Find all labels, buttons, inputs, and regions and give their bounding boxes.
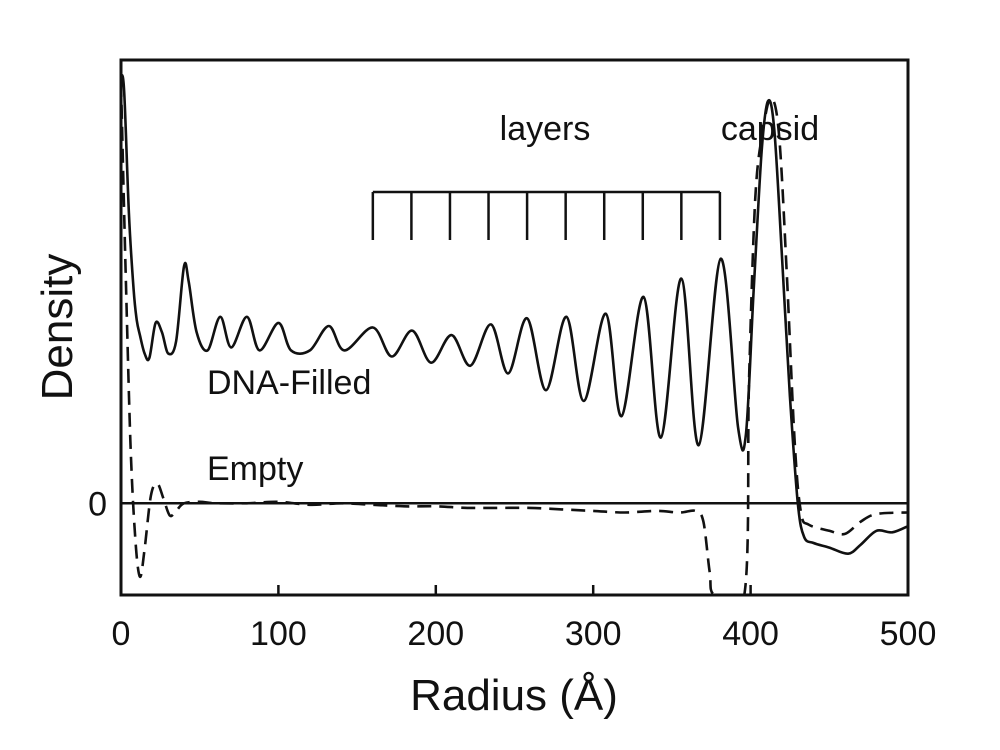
series-line-dna-filled (119, 73, 909, 556)
empty-label: Empty (207, 450, 303, 488)
x-tick-label: 500 (880, 615, 937, 653)
series-line-empty (119, 82, 909, 597)
x-axis-ticks: 0 100 200 300 400 500 (112, 585, 937, 653)
layers-label: layers (500, 110, 591, 148)
x-tick-label: 300 (565, 615, 622, 653)
x-tick-label: 0 (112, 615, 131, 653)
x-tick-label: 100 (250, 615, 307, 653)
plot-frame (119, 58, 910, 597)
y-axis-ticks: 0 (88, 485, 107, 523)
layers-bracket (371, 190, 722, 240)
x-tick-label: 400 (722, 615, 779, 653)
y-tick-label: 0 (88, 485, 107, 523)
x-axis-title: Radius (Å) (410, 671, 618, 720)
y-axis-title: Density (33, 254, 82, 401)
dna-filled-label: DNA-Filled (207, 364, 371, 402)
capsid-label: capsid (721, 110, 819, 148)
x-tick-label: 200 (407, 615, 464, 653)
